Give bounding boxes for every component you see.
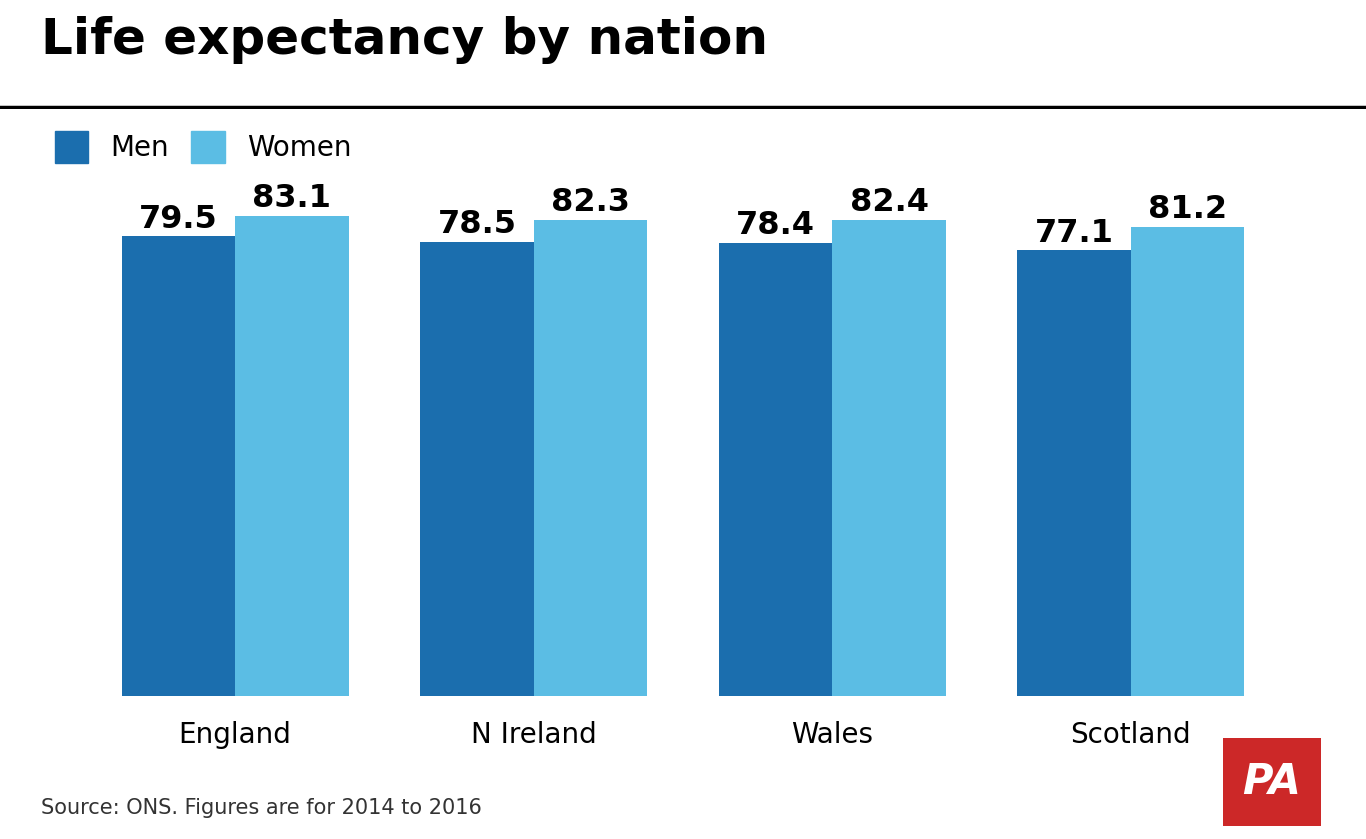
Legend: Men, Women: Men, Women [55, 131, 351, 163]
Text: PA: PA [1242, 761, 1302, 804]
Bar [122, 237, 235, 696]
Text: 77.1: 77.1 [1034, 217, 1113, 248]
Text: Source: ONS. Figures are for 2014 to 2016: Source: ONS. Figures are for 2014 to 201… [41, 798, 482, 818]
Text: 81.2: 81.2 [1147, 194, 1227, 225]
Text: Life expectancy by nation: Life expectancy by nation [41, 17, 768, 65]
Text: 83.1: 83.1 [253, 183, 332, 214]
Bar [832, 220, 945, 696]
Text: 78.4: 78.4 [736, 210, 816, 241]
Bar [235, 216, 348, 696]
Bar [534, 220, 647, 696]
Bar [719, 242, 832, 696]
Text: 78.5: 78.5 [437, 210, 516, 241]
Bar [1018, 250, 1131, 696]
Text: 82.4: 82.4 [850, 187, 929, 218]
Text: 79.5: 79.5 [139, 204, 217, 235]
Text: 82.3: 82.3 [550, 187, 630, 218]
Bar [1131, 227, 1244, 696]
Bar [421, 242, 534, 696]
